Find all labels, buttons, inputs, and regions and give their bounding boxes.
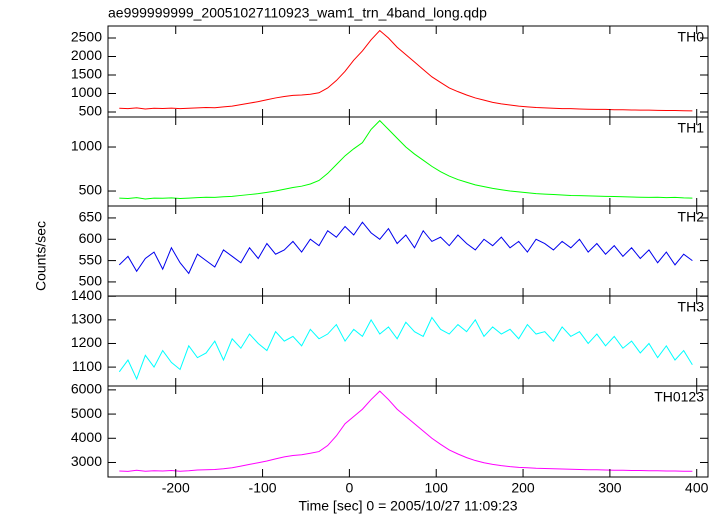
x-axis-label: Time [sec] 0 = 2005/10/27 11:09:23 xyxy=(298,498,517,514)
y-tick-label: 1300 xyxy=(71,311,102,327)
y-tick-label: 2500 xyxy=(71,29,102,45)
panel-label: TH0 xyxy=(678,29,705,45)
y-tick-label: 600 xyxy=(79,230,103,246)
light-curve xyxy=(119,29,693,112)
panel-label: TH1 xyxy=(678,120,705,136)
chart-title: ae999999999_20051027110923_wam1_trn_4ban… xyxy=(108,5,487,21)
light-curve xyxy=(118,316,693,381)
y-tick-label: 1000 xyxy=(71,84,102,100)
y-tick-label: 2000 xyxy=(71,47,102,63)
y-tick-label: 650 xyxy=(79,209,103,225)
x-tick-label: 400 xyxy=(685,480,709,496)
y-tick-label: 6000 xyxy=(71,381,102,397)
light-curve xyxy=(118,221,693,275)
y-tick-label: 3000 xyxy=(71,453,102,469)
panel-label: TH2 xyxy=(678,209,705,225)
x-tick-label: -100 xyxy=(249,480,277,496)
x-tick-label: 300 xyxy=(598,480,622,496)
light-curve xyxy=(119,390,693,472)
panel-frame xyxy=(107,385,709,478)
light-curve xyxy=(119,119,693,200)
panel-label: TH3 xyxy=(678,299,705,315)
y-tick-label: 1200 xyxy=(71,334,102,350)
y-tick-label: 5000 xyxy=(71,405,102,421)
x-tick-label: 100 xyxy=(425,480,449,496)
y-tick-label: 550 xyxy=(79,251,103,267)
y-tick-label: 1000 xyxy=(71,138,102,154)
panel-label: TH0123 xyxy=(654,389,704,405)
y-tick-label: 500 xyxy=(79,273,103,289)
x-tick-label: 200 xyxy=(511,480,535,496)
y-tick-label: 500 xyxy=(79,182,103,198)
y-tick-label: 500 xyxy=(79,103,103,119)
x-tick-label: 0 xyxy=(345,480,353,496)
y-tick-label: 1100 xyxy=(72,358,102,374)
y-tick-label: 1400 xyxy=(71,287,102,303)
y-tick-label: 1500 xyxy=(71,66,102,82)
y-tick-label: 4000 xyxy=(71,429,102,445)
y-axis-label: Counts/sec xyxy=(33,221,49,291)
x-tick-label: -200 xyxy=(162,480,190,496)
